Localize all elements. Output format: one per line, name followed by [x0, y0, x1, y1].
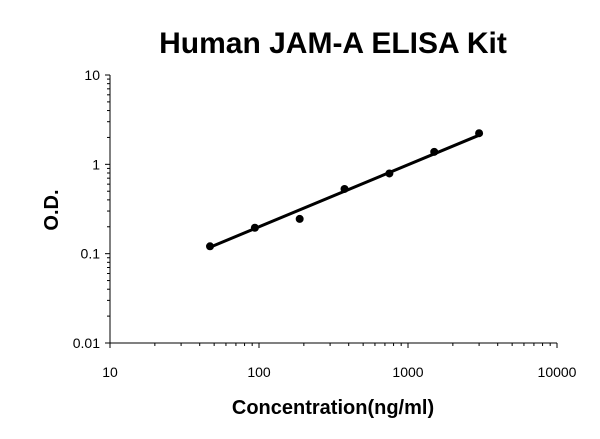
x-tick-label: 10000	[538, 364, 577, 380]
data-point	[385, 169, 394, 178]
data-point	[475, 129, 484, 138]
y-tick-label: 10	[84, 67, 100, 83]
data-point	[430, 147, 439, 156]
y-tick-labels: 0.01 0.1 1 10	[73, 67, 100, 351]
data-point	[340, 184, 349, 193]
x-tick-label: 1000	[392, 364, 423, 380]
y-axis-label: O.D.	[41, 189, 63, 230]
x-axis-label: Concentration(ng/ml)	[232, 397, 434, 419]
chart-title: Human JAM-A ELISA Kit	[159, 27, 507, 60]
data-point	[206, 242, 215, 251]
x-ticks	[109, 343, 558, 348]
y-tick-label: 0.01	[73, 335, 100, 351]
x-tick-labels: 10 100 1000 10000	[102, 364, 576, 380]
y-tick-label: 0.1	[81, 246, 101, 262]
data-point	[295, 214, 304, 223]
x-tick-label: 100	[247, 364, 271, 380]
y-ticks	[105, 74, 110, 344]
y-tick-label: 1	[92, 156, 100, 172]
data-point	[250, 223, 259, 232]
x-tick-label: 10	[102, 364, 118, 380]
data-points	[206, 129, 484, 251]
